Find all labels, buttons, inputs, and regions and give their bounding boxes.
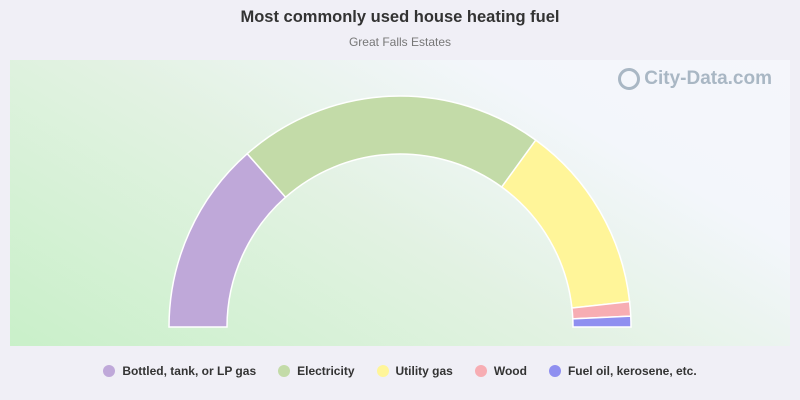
- legend-item[interactable]: Electricity: [278, 364, 355, 378]
- slice-electricity[interactable]: [246, 95, 537, 199]
- legend-swatch: [474, 365, 487, 377]
- legend-label: Wood: [493, 364, 527, 378]
- legend-swatch: [376, 365, 389, 377]
- legend-label: Bottled, tank, or LP gas: [122, 364, 257, 378]
- half-donut-chart: [168, 95, 632, 328]
- magnifier-icon: [618, 68, 641, 90]
- legend-label: Fuel oil, kerosene, etc.: [567, 364, 697, 378]
- legend-label: Electricity: [297, 364, 355, 378]
- legend-item[interactable]: Fuel oil, kerosene, etc.: [548, 364, 697, 378]
- legend-item[interactable]: Wood: [474, 364, 527, 378]
- legend-swatch: [548, 365, 561, 377]
- slice-fuel-oil-kerosene-etc[interactable]: [572, 315, 632, 328]
- slice-utility-gas[interactable]: [500, 139, 631, 309]
- plot-area: City-Data.com: [10, 60, 790, 346]
- watermark: City-Data.com: [618, 68, 772, 90]
- watermark-text: City-Data.com: [644, 68, 772, 89]
- slice-bottled-tank-or-lp-gas[interactable]: [168, 152, 287, 328]
- legend-swatch: [278, 365, 291, 377]
- chart-title: Most commonly used house heating fuel: [240, 8, 560, 26]
- legend-swatch: [103, 365, 116, 377]
- chart-subtitle: Great Falls Estates: [348, 35, 452, 49]
- legend-item[interactable]: Bottled, tank, or LP gas: [103, 364, 256, 378]
- chart-legend: Bottled, tank, or LP gas Electricity Utili…: [0, 364, 800, 378]
- legend-item[interactable]: Utility gas: [376, 364, 453, 378]
- legend-label: Utility gas: [395, 364, 453, 378]
